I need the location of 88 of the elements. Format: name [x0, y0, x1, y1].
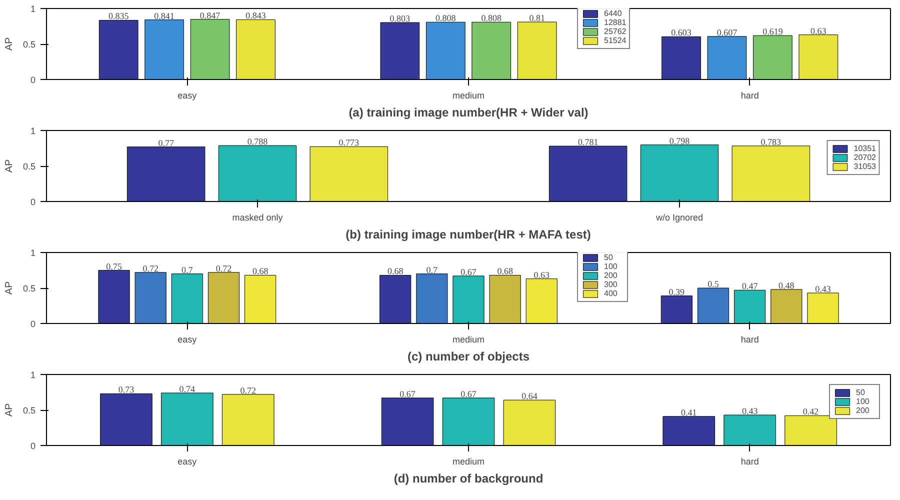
legend-label: 100: [604, 262, 618, 271]
y-tick-label: 0: [30, 75, 36, 85]
data-label: 0.41: [681, 407, 697, 418]
data-label: 0.75: [106, 261, 122, 272]
legend-label: 100: [856, 397, 870, 406]
data-label: 0.783: [760, 136, 782, 147]
legend-label: 20702: [854, 153, 876, 162]
legend-label: 31053: [854, 162, 876, 171]
data-label: 0.74: [179, 384, 196, 394]
x-tick-label: medium: [452, 456, 485, 466]
legend-label: 400: [604, 289, 618, 298]
data-label: 0.77: [158, 138, 174, 148]
x-axis-title: (a) training image number(HR + Wider val): [348, 106, 588, 120]
y-tick-label: 0.5: [22, 40, 36, 50]
y-axis-title: AP: [4, 281, 15, 295]
data-label: 0.808: [436, 13, 456, 24]
data-label: 0.42: [802, 406, 819, 417]
y-tick-label: 0.5: [22, 162, 36, 172]
data-label: 0.603: [671, 28, 692, 38]
y-tick-label: 1: [30, 4, 36, 14]
data-label: 0.48: [778, 280, 795, 290]
data-label: 0.63: [810, 26, 827, 36]
data-label: 0.47: [742, 281, 758, 292]
y-axis-title: AP: [4, 37, 15, 51]
data-label: 0.607: [716, 27, 738, 38]
x-tick-label: easy: [178, 456, 198, 466]
y-tick-label: 1: [30, 370, 36, 380]
data-label: 0.798: [669, 136, 690, 146]
y-tick-label: 0: [30, 197, 36, 207]
data-label: 0.835: [108, 11, 130, 22]
data-label: 0.43: [742, 406, 758, 416]
x-tick-label: medium: [452, 90, 485, 100]
data-label: 0.72: [142, 263, 158, 274]
legend-label: 200: [856, 406, 870, 415]
y-axis-title: AP: [4, 159, 15, 173]
y-tick-label: 0: [30, 319, 36, 329]
data-label: 0.808: [481, 13, 502, 24]
data-label: 0.619: [762, 26, 784, 37]
data-label: 0.39: [668, 286, 686, 297]
data-label: 0.63: [534, 270, 550, 280]
data-label: 0.64: [522, 391, 538, 402]
y-tick-label: 0.5: [22, 406, 36, 416]
legend-label: 25762: [604, 27, 626, 36]
y-tick-label: 1: [30, 248, 36, 258]
x-tick-label: easy: [178, 90, 198, 100]
data-label: 0.7: [426, 264, 438, 275]
data-label: 0.72: [216, 263, 232, 274]
x-axis-title: (c) number of objects: [407, 350, 530, 364]
x-tick-label: medium: [452, 334, 485, 344]
y-tick-label: 1: [30, 126, 36, 136]
x-tick-label: easy: [178, 334, 198, 344]
x-axis-title: (b) training image number(HR + MAFA test): [346, 228, 591, 242]
legend-label: 200: [604, 271, 618, 280]
legend-label: 6440: [604, 9, 623, 18]
data-label: 0.68: [252, 266, 269, 276]
x-tick-label: w/o Ignored: [654, 212, 704, 222]
legend-label: 10351: [854, 144, 876, 153]
legend-label: 51524: [604, 36, 626, 45]
data-label: 0.788: [247, 136, 268, 147]
x-tick-label: hard: [740, 90, 759, 100]
data-label: 0.68: [387, 266, 404, 276]
data-label: 0.781: [578, 137, 598, 148]
x-axis-title: (d) number of background: [394, 472, 544, 486]
data-label: 0.73: [118, 384, 135, 395]
data-label: 0.67: [460, 266, 477, 277]
legend-label: 50: [856, 388, 866, 397]
legend-label: 300: [604, 280, 618, 289]
data-label: 0.72: [240, 385, 256, 396]
data-label: 0.67: [460, 388, 477, 399]
x-tick-label: hard: [740, 334, 759, 344]
data-label: 0.841: [154, 10, 174, 21]
legend-label: 50: [604, 253, 614, 262]
x-tick-label: hard: [740, 456, 759, 466]
y-tick-label: 0: [30, 441, 36, 451]
y-tick-label: 0.5: [22, 284, 36, 294]
data-label: 0.773: [338, 138, 360, 148]
data-label: 0.43: [815, 284, 832, 294]
data-label: 0.7: [182, 264, 194, 275]
data-label: 0.803: [390, 13, 411, 24]
data-label: 0.847: [200, 10, 221, 20]
data-label: 0.67: [400, 388, 416, 399]
x-tick-label: masked only: [232, 212, 284, 222]
data-label: 0.81: [529, 12, 545, 23]
data-label: 0.68: [497, 266, 514, 276]
y-axis-title: AP: [4, 403, 15, 417]
data-label: 0.843: [246, 10, 266, 21]
legend-label: 12881: [604, 18, 626, 27]
data-label: 0.5: [708, 279, 720, 289]
